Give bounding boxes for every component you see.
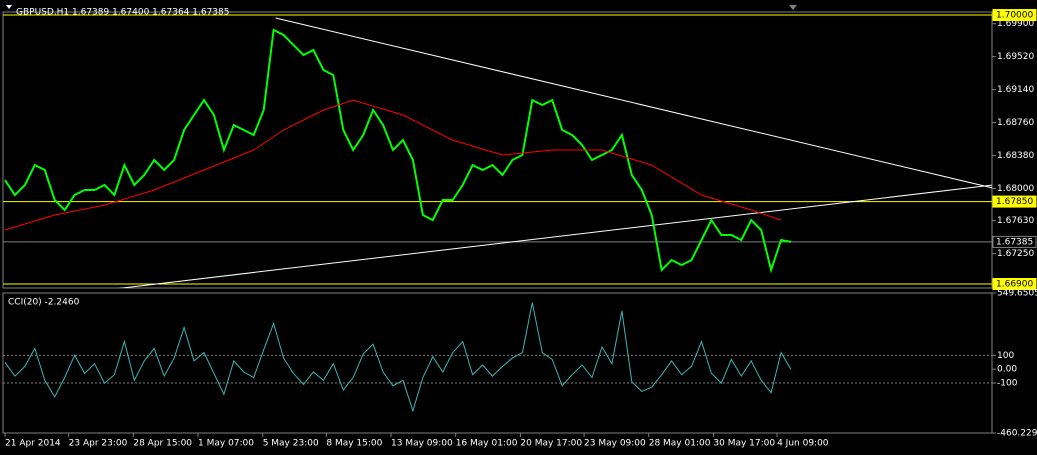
series-line (4, 99, 782, 231)
x-tick-label: 8 May 15:00 (326, 439, 382, 449)
x-tick-label: 1 May 07:00 (198, 439, 254, 449)
x-tick-label: 5 May 23:00 (263, 439, 319, 449)
y-tick-label: -460.2297 (997, 429, 1037, 439)
price-label: 1.66900 (996, 280, 1033, 290)
y-tick-label: 1.69520 (997, 52, 1034, 62)
price-label-box (992, 278, 1037, 291)
y-tick-label: 549.6505 (997, 289, 1037, 299)
trendline (275, 17, 992, 189)
y-tick-label: 1.68380 (997, 151, 1034, 161)
x-tick-label: 21 Apr 2014 (5, 439, 61, 449)
cci-title: CCI(20) -2.2460 (8, 298, 80, 308)
x-tick-label: 28 Apr 15:00 (133, 439, 192, 449)
x-tick-label: 23 Apr 23:00 (69, 439, 128, 449)
x-tick-label: 16 May 01:00 (456, 439, 518, 449)
series-line (4, 28, 792, 274)
y-tick-label: -100 (997, 379, 1018, 389)
price-label: 1.67385 (996, 237, 1033, 247)
y-tick-label: 0.00 (997, 365, 1017, 375)
x-tick-label: 4 Jun 09:00 (777, 439, 829, 449)
price-label-box (992, 9, 1037, 22)
price-label-box (992, 195, 1037, 208)
x-tick-label: 28 May 01:00 (649, 439, 711, 449)
price-label-box (992, 235, 1037, 248)
cci-panel (2, 292, 993, 434)
trendline (118, 184, 992, 288)
y-tick-label: 1.67630 (997, 216, 1034, 226)
main-panel (2, 11, 993, 289)
x-tick-label: 30 May 17:00 (713, 439, 775, 449)
price-label: 1.70000 (996, 11, 1033, 21)
y-tick-label: 1.68000 (997, 184, 1034, 194)
x-tick-label: 13 May 09:00 (391, 439, 453, 449)
shift-marker[interactable] (789, 5, 797, 10)
series-line (4, 302, 792, 413)
y-tick-label: 1.69140 (997, 85, 1034, 95)
x-tick-label: 20 May 17:00 (520, 439, 582, 449)
y-tick-label: 1.68760 (997, 118, 1034, 128)
y-tick-label: 1.69900 (997, 19, 1034, 29)
y-tick-label: 1.67250 (997, 249, 1034, 259)
x-tick-label: 23 May 09:00 (584, 439, 646, 449)
menu-arrow[interactable] (6, 5, 12, 9)
y-tick-label: 100 (997, 351, 1014, 361)
price-label: 1.67850 (996, 197, 1033, 207)
chart-title: GBPUSD,H1 1.67389 1.67400 1.67364 1.6738… (16, 8, 229, 18)
